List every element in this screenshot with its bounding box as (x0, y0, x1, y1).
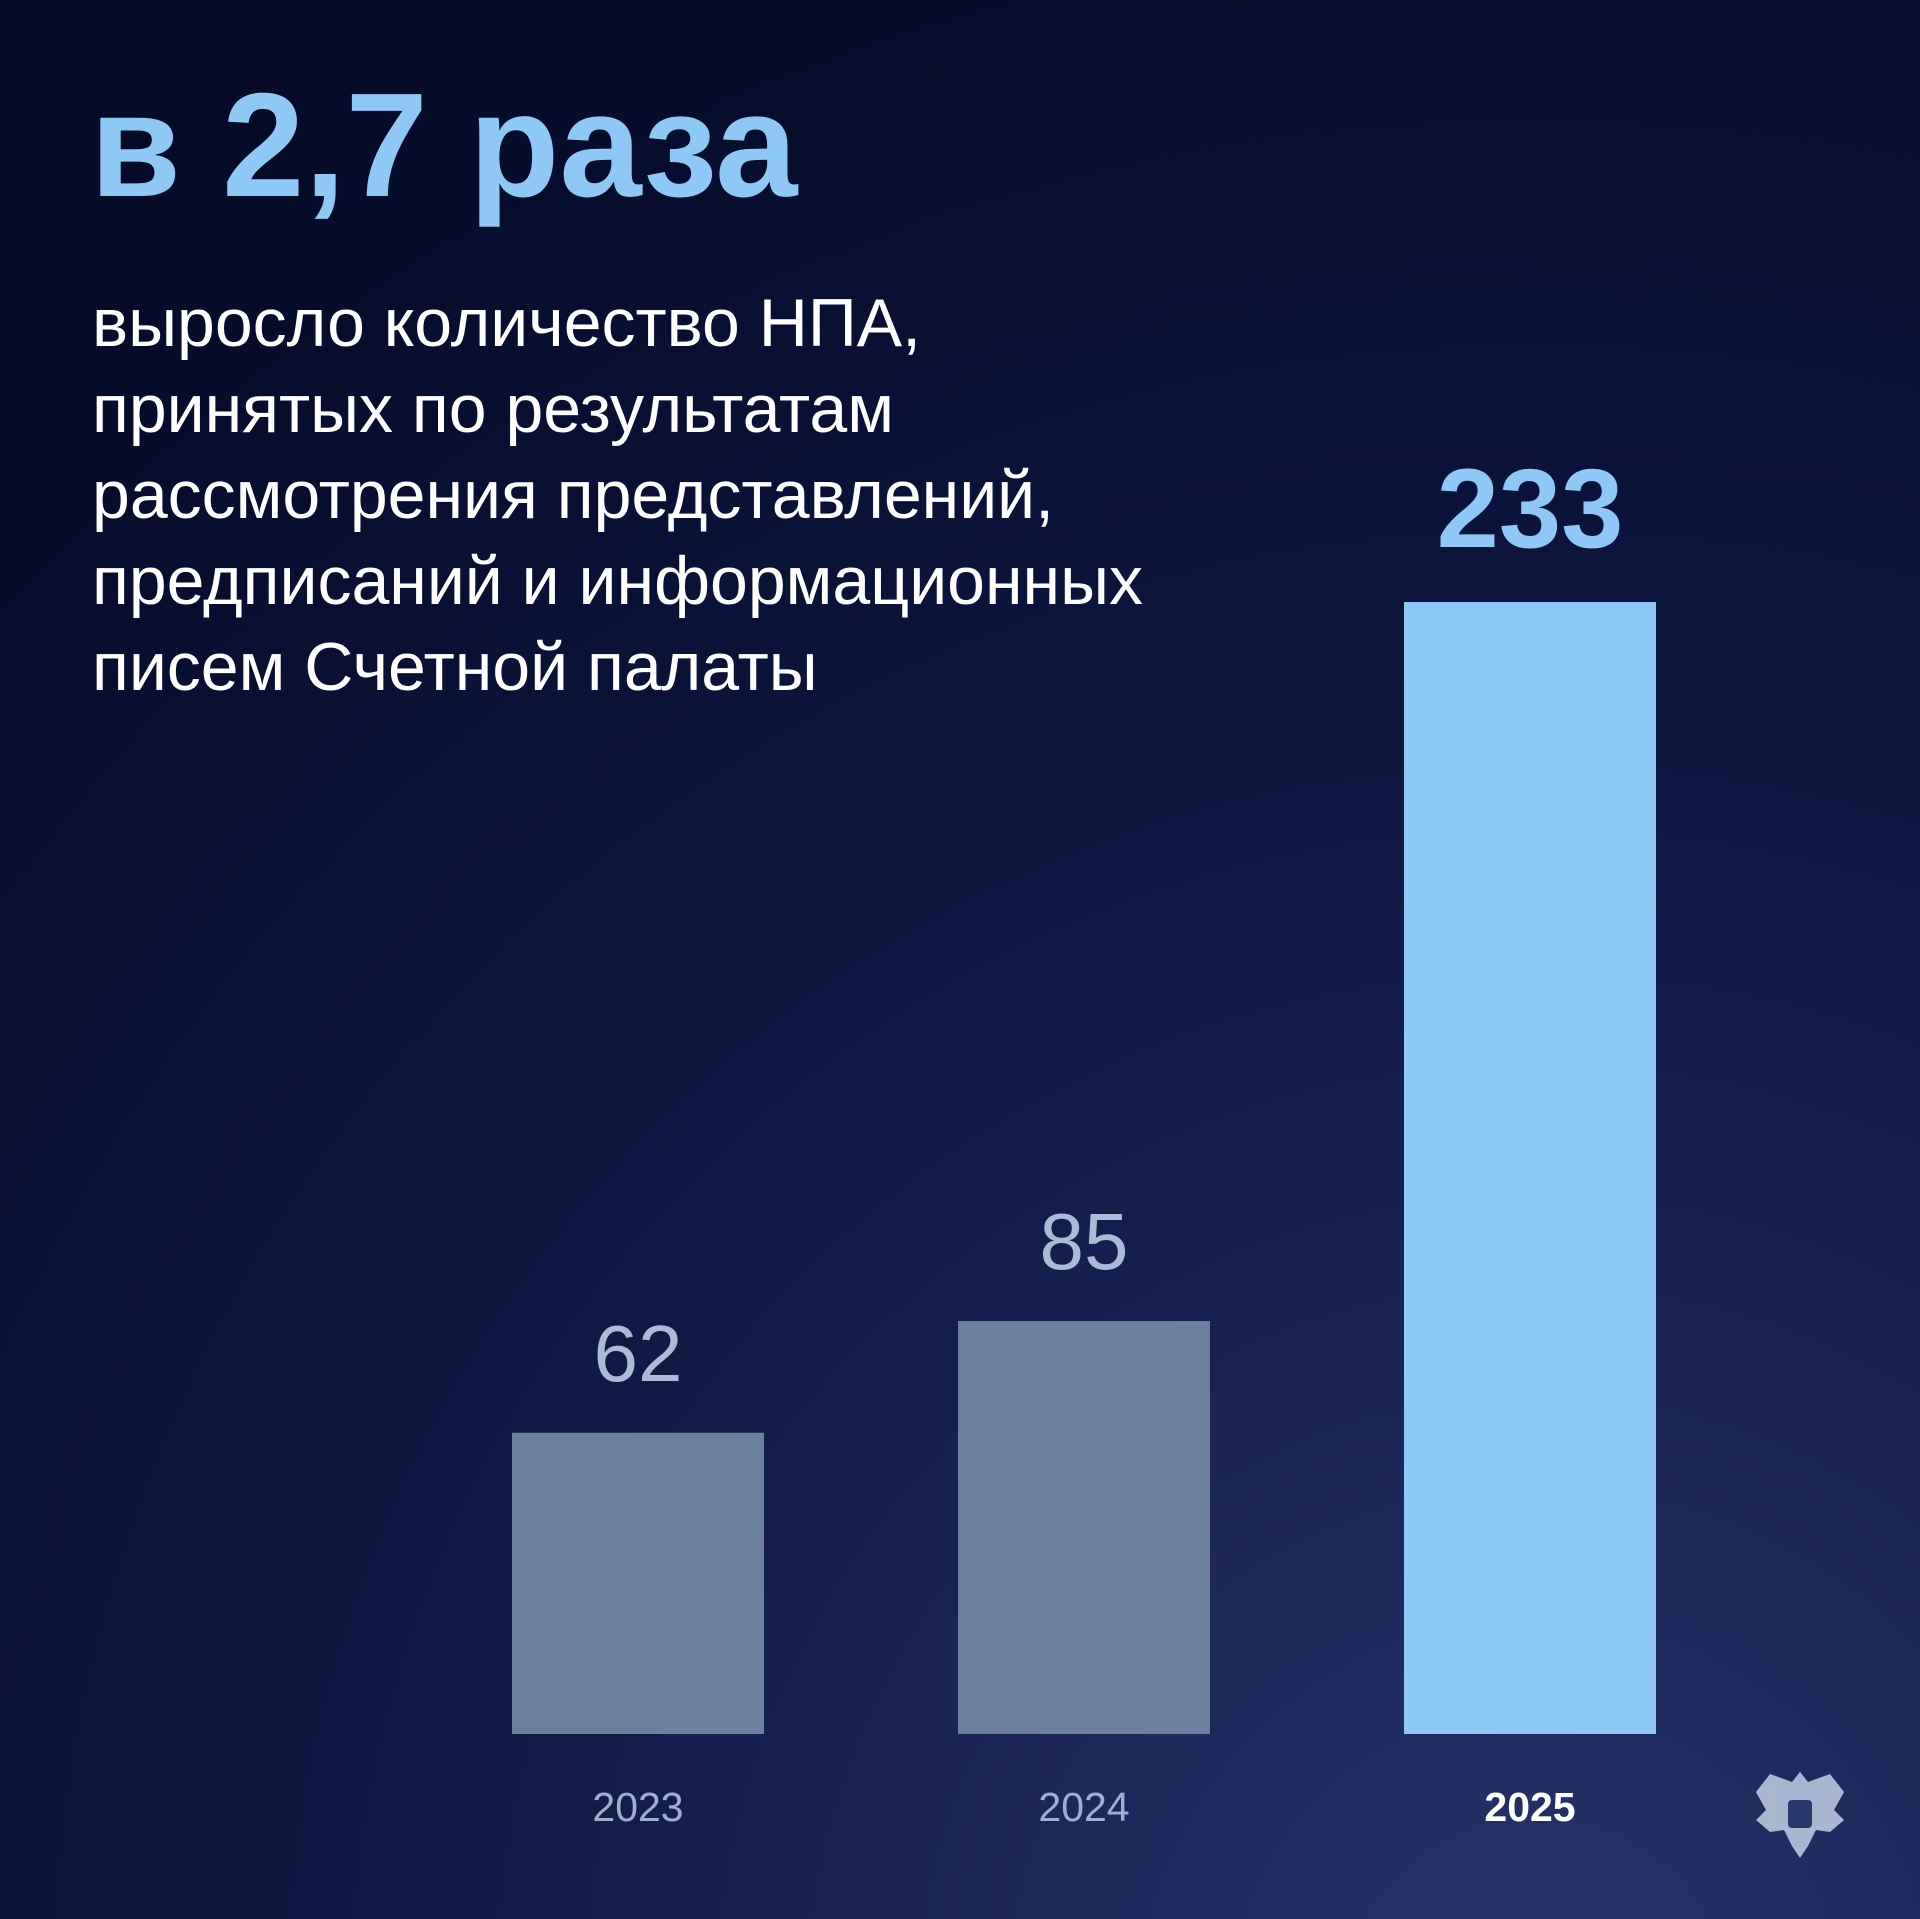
subtitle-line: выросло количество НПА, (92, 285, 921, 361)
subtitle-line: принятых по результатам (92, 371, 894, 447)
bar (1404, 602, 1656, 1734)
bar (512, 1432, 764, 1734)
value-label: 62 (594, 1309, 683, 1398)
subtitle-line: предписаний и информационных (92, 543, 1143, 619)
x-tick-label: 2023 (592, 1784, 683, 1830)
subtitle-line: рассмотрения представлений, (92, 457, 1054, 533)
x-tick-label: 2024 (1038, 1784, 1129, 1830)
value-label: 233 (1437, 446, 1624, 571)
emblem (1756, 1772, 1844, 1858)
subtitle-line: писем Счетной палаты (92, 629, 818, 705)
x-tick-label: 2025 (1484, 1784, 1575, 1830)
subtitle: выросло количество НПА, принятых по резул… (92, 285, 1143, 705)
chart-title: в 2,7 раза (90, 63, 799, 228)
value-label: 85 (1040, 1197, 1129, 1286)
bar (958, 1321, 1210, 1734)
bars: 62 2023 85 2024 233 2025 (512, 446, 1656, 1830)
